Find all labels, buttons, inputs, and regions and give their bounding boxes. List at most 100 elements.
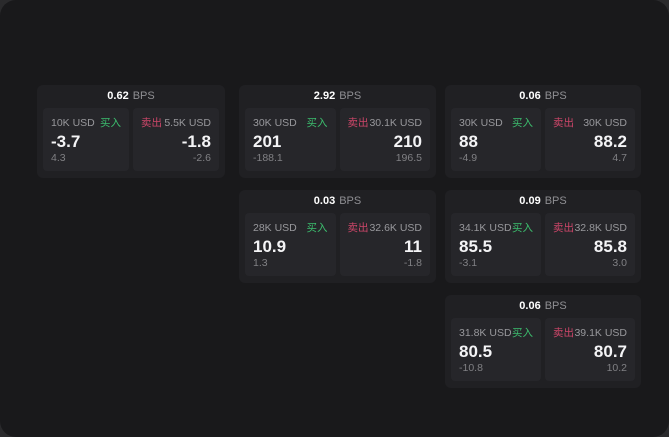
sell-side-label: 卖出 (347, 222, 369, 234)
buy-panel[interactable]: 30K USD 买入 201 -188.1 (245, 108, 336, 171)
sell-size: 30K USD (583, 117, 627, 129)
sell-change: 4.7 (612, 152, 627, 164)
sell-change: -2.6 (192, 152, 211, 164)
buy-panel[interactable]: 10K USD 买入 -3.7 4.3 (43, 108, 129, 171)
sell-panel-top: 卖出 32.6K USD (348, 220, 423, 235)
bps-value: 0.62 (107, 90, 129, 102)
buy-panel[interactable]: 34.1K USD 买入 85.5 -3.1 (451, 213, 541, 276)
card-header: 0.06 BPS (451, 295, 635, 318)
bps-unit: BPS (339, 90, 362, 102)
buy-size: 34.1K USD (459, 222, 512, 234)
card-header: 0.62 BPS (43, 85, 219, 108)
bps-unit: BPS (544, 195, 567, 207)
quote-tiles: 31.8K USD 买入 80.5 -10.8 卖出 39.1K USD 80.… (451, 318, 635, 381)
buy-price: -3.7 (51, 132, 81, 151)
buy-panel-top: 10K USD 买入 (51, 115, 121, 130)
bps-unit: BPS (132, 90, 155, 102)
quote-tiles: 28K USD 买入 10.9 1.3 卖出 32.6K USD 11 -1.8 (245, 213, 430, 276)
quote-card: 0.09 BPS 34.1K USD 买入 85.5 -3.1 卖出 32.8K… (445, 190, 641, 283)
buy-change: -10.8 (459, 362, 483, 374)
buy-change: 4.3 (51, 152, 66, 164)
buy-price: 85.5 (459, 237, 493, 256)
sell-price: 85.8 (593, 237, 627, 256)
buy-panel-top: 30K USD 买入 (459, 115, 533, 130)
buy-side-label: 买入 (306, 117, 328, 129)
buy-side-label: 买入 (512, 222, 533, 234)
sell-panel-top: 卖出 39.1K USD (553, 325, 627, 340)
buy-change: 1.3 (253, 257, 268, 269)
buy-size: 30K USD (253, 117, 297, 129)
sell-size: 32.8K USD (574, 222, 627, 234)
buy-side-label: 买入 (306, 222, 328, 234)
bps-value: 0.06 (519, 90, 541, 102)
buy-side-label: 买入 (100, 117, 121, 129)
quote-card: 0.06 BPS 30K USD 买入 88 -4.9 卖出 30K USD 8… (445, 85, 641, 178)
sell-size: 39.1K USD (574, 327, 627, 339)
sell-side-label: 卖出 (553, 117, 574, 129)
buy-panel-top: 34.1K USD 买入 (459, 220, 533, 235)
buy-side-label: 买入 (512, 327, 533, 339)
sell-panel-top: 卖出 30K USD (553, 115, 627, 130)
sell-price: 88.2 (593, 132, 627, 151)
buy-size: 31.8K USD (459, 327, 512, 339)
buy-panel-top: 30K USD 买入 (253, 115, 328, 130)
sell-change: 196.5 (395, 152, 422, 164)
bps-unit: BPS (544, 300, 567, 312)
bps-value: 0.09 (519, 195, 541, 207)
buy-panel[interactable]: 31.8K USD 买入 80.5 -10.8 (451, 318, 541, 381)
buy-panel-top: 28K USD 买入 (253, 220, 328, 235)
buy-change: -4.9 (459, 152, 478, 164)
bps-value: 0.03 (313, 195, 336, 207)
sell-panel-top: 卖出 30.1K USD (348, 115, 423, 130)
quote-card: 0.03 BPS 28K USD 买入 10.9 1.3 卖出 32.6K US… (239, 190, 436, 283)
buy-price: 10.9 (253, 237, 287, 256)
card-header: 0.03 BPS (245, 190, 430, 213)
sell-panel[interactable]: 卖出 32.6K USD 11 -1.8 (339, 213, 430, 276)
sell-price: 80.7 (593, 342, 627, 361)
buy-panel-top: 31.8K USD 买入 (459, 325, 533, 340)
buy-change: -3.1 (459, 257, 478, 269)
sell-change: -1.8 (403, 257, 422, 269)
sell-side-label: 卖出 (553, 327, 574, 339)
quote-tiles: 10K USD 买入 -3.7 4.3 卖出 5.5K USD -1.8 -2.… (43, 108, 219, 171)
quote-tiles: 30K USD 买入 88 -4.9 卖出 30K USD 88.2 4.7 (451, 108, 635, 171)
buy-change: -188.1 (253, 152, 283, 164)
sell-side-label: 卖出 (347, 117, 369, 129)
card-header: 0.09 BPS (451, 190, 635, 213)
buy-size: 10K USD (51, 117, 95, 129)
buy-panel[interactable]: 30K USD 买入 88 -4.9 (451, 108, 541, 171)
quote-card: 2.92 BPS 30K USD 买入 201 -188.1 卖出 30.1K … (239, 85, 436, 178)
bps-value: 2.92 (313, 90, 336, 102)
buy-panel[interactable]: 28K USD 买入 10.9 1.3 (245, 213, 336, 276)
quote-card: 0.62 BPS 10K USD 买入 -3.7 4.3 卖出 5.5K USD… (37, 85, 225, 178)
buy-price: 80.5 (459, 342, 493, 361)
sell-panel[interactable]: 卖出 39.1K USD 80.7 10.2 (545, 318, 635, 381)
sell-size: 5.5K USD (164, 117, 211, 129)
sell-price: -1.8 (181, 132, 211, 151)
bps-unit: BPS (544, 90, 567, 102)
buy-size: 30K USD (459, 117, 503, 129)
bps-unit: BPS (339, 195, 362, 207)
bps-value: 0.06 (519, 300, 541, 312)
sell-panel[interactable]: 卖出 32.8K USD 85.8 3.0 (545, 213, 635, 276)
sell-panel[interactable]: 卖出 30K USD 88.2 4.7 (545, 108, 635, 171)
sell-change: 3.0 (612, 257, 627, 269)
sell-panel-top: 卖出 32.8K USD (553, 220, 627, 235)
buy-side-label: 买入 (512, 117, 533, 129)
quote-tiles: 34.1K USD 买入 85.5 -3.1 卖出 32.8K USD 85.8… (451, 213, 635, 276)
card-header: 2.92 BPS (245, 85, 430, 108)
buy-size: 28K USD (253, 222, 297, 234)
sell-price: 11 (404, 237, 422, 256)
sell-panel[interactable]: 卖出 30.1K USD 210 196.5 (339, 108, 430, 171)
sell-size: 32.6K USD (369, 222, 422, 234)
sell-change: 10.2 (606, 362, 627, 374)
sell-panel[interactable]: 卖出 5.5K USD -1.8 -2.6 (133, 108, 219, 171)
quote-tiles: 30K USD 买入 201 -188.1 卖出 30.1K USD 210 1… (245, 108, 430, 171)
sell-side-label: 卖出 (141, 117, 162, 129)
card-header: 0.06 BPS (451, 85, 635, 108)
sell-panel-top: 卖出 5.5K USD (141, 115, 211, 130)
sell-size: 30.1K USD (369, 117, 422, 129)
quote-card: 0.06 BPS 31.8K USD 买入 80.5 -10.8 卖出 39.1… (445, 295, 641, 388)
sell-price: 210 (393, 132, 422, 151)
